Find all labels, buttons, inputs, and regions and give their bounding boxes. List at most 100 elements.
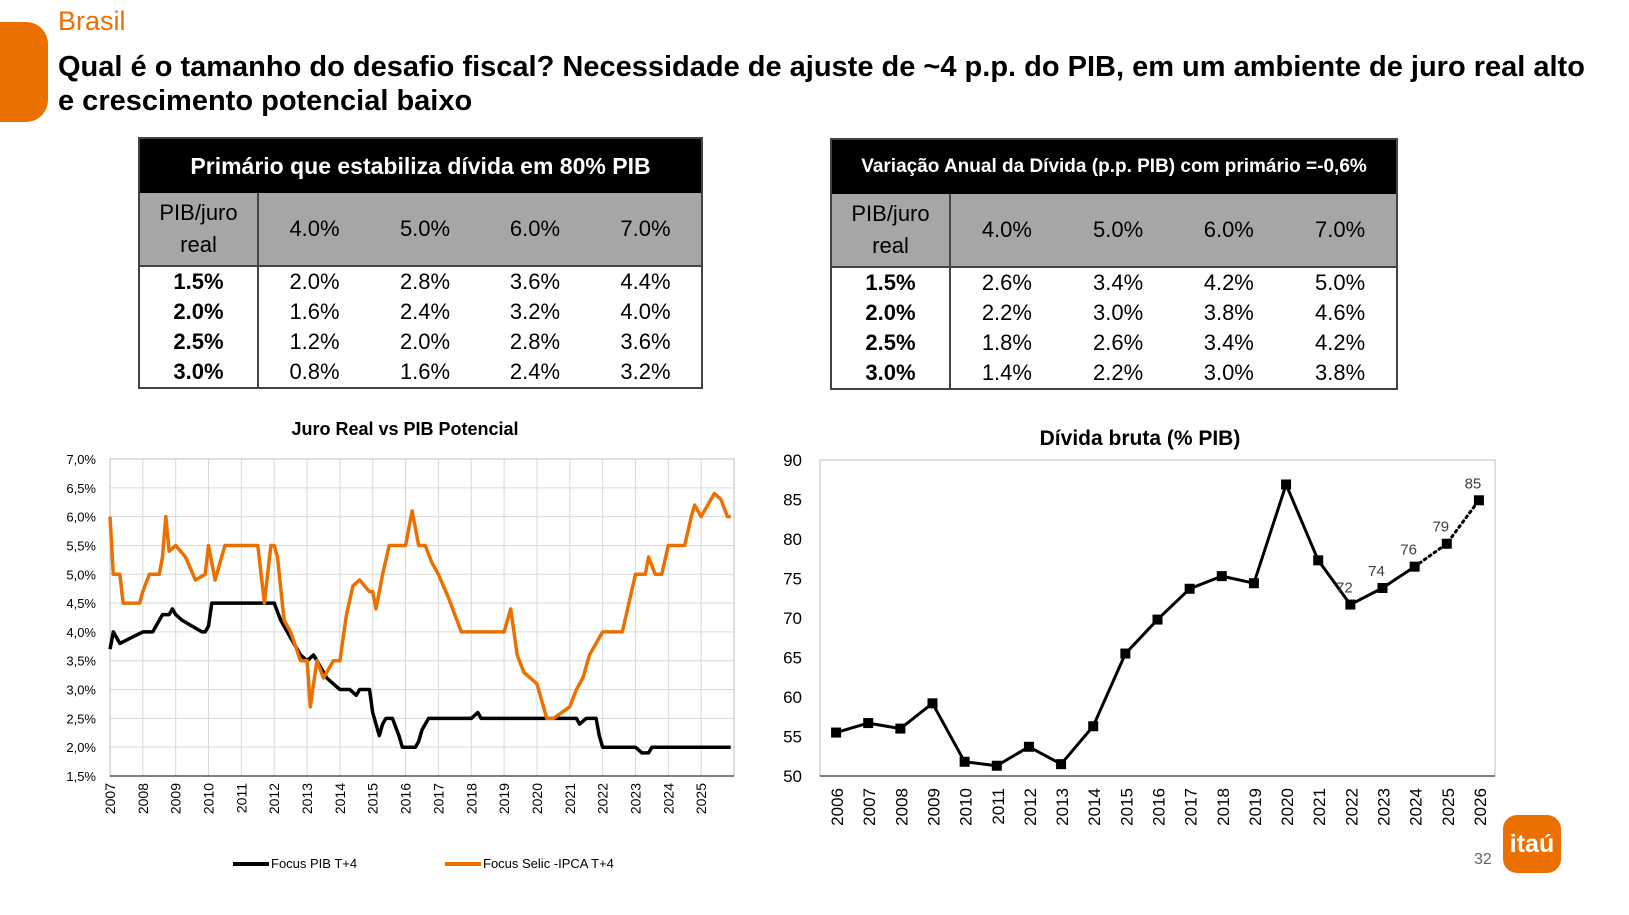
x-tick-label: 2025 [693,783,709,814]
row-header: 2.5% [831,328,951,358]
data-point [895,723,906,734]
table-cell: 4.4% [620,269,671,294]
y-tick-label: 2,5% [66,711,96,726]
column-header: 6.0% [1173,194,1285,267]
table-primario: Primário que estabiliza dívida em 80% PI… [138,137,703,389]
table-cell: 3.8% [1203,300,1254,325]
table-row: 2.5% 1.8% 2.6% 3.4% 4.2% [831,328,1397,358]
table-cell: 3.4% [1093,270,1144,295]
data-point [991,760,1002,771]
series-line-focus-pib [108,601,731,755]
row-header: 1.5% [831,267,951,298]
x-tick-label: 2008 [892,788,911,826]
row-header: 1.5% [139,266,259,297]
x-tick-label: 2019 [1246,788,1265,826]
table-cell: 1.2% [289,329,340,354]
table-cell: 3.0% [1203,360,1254,385]
x-tick-label: 2023 [627,783,643,814]
data-point [1056,759,1067,770]
row-header: 3.0% [831,358,951,389]
table-cell: 2.0% [289,269,340,294]
x-tick-label: 2012 [266,783,282,814]
corner-header: PIB/juro real [139,193,259,266]
x-tick-label: 2020 [1278,788,1297,826]
chart-juro-real-vs-pib: 1,5% 2,0% 2,5% 3,0% 3,5% 4,0% 4,5% 5,0% 5,5% 6,0%… [66,452,735,814]
chart-title-juro-real: Juro Real vs PIB Potencial [291,419,519,439]
data-point [1409,561,1420,572]
row-header: 2.0% [831,298,951,328]
y-tick-label: 4,0% [66,625,96,640]
x-tick-label: 2014 [332,783,348,814]
page-number: 32 [1474,851,1492,868]
table-cell: 4.0% [620,299,671,324]
y-tick-label: 80 [783,530,802,549]
y-tick-label: 7,0% [66,452,96,467]
x-tick-label: 2015 [1117,788,1136,826]
x-tick-label: 2023 [1375,788,1394,826]
data-point [1473,495,1484,506]
data-point [1377,582,1388,593]
table-cell: 2.8% [509,329,561,354]
table-cell: 3.6% [509,269,561,294]
y-tick-label: 6,0% [66,510,96,525]
legend-item-focus-pib: Focus PIB T+4 [233,856,357,871]
table-cell: 2.4% [399,299,451,324]
x-tick-label: 2024 [1407,788,1426,826]
x-tick-label: 2006 [828,788,847,826]
column-header: 7.0% [1284,194,1397,267]
y-tick-label: 4,5% [66,596,96,611]
table-cell: 1.6% [399,359,451,384]
x-tick-label: 2016 [398,783,414,814]
x-tick-label: 2021 [562,783,578,814]
table-variacao-divida: Variação Anual da Dívida (p.p. PIB) com … [830,138,1398,390]
data-point [1088,721,1099,732]
x-tick-label: 2015 [365,783,381,814]
data-point [959,756,970,767]
table-cell: 4.2% [1203,270,1254,295]
data-point [927,698,938,709]
table-cell: 2.2% [981,300,1032,325]
table-row: 2.5% 1.2% 2.0% 2.8% 3.6% [139,327,702,357]
data-point [1120,648,1131,659]
column-header: 5.0% [1062,194,1174,267]
table-cell: 3.6% [620,329,671,354]
x-tick-label: 2007 [860,788,879,826]
data-point [1248,578,1259,589]
data-point [1313,555,1324,566]
table-cell: 2.8% [399,269,451,294]
x-tick-label: 2012 [1021,788,1040,826]
x-tick-label: 2022 [595,783,611,814]
table-cell: 2.6% [981,270,1032,295]
data-label: 85 [1465,475,1482,492]
table-cell: 4.2% [1314,330,1366,355]
table-row: 2.0% 1.6% 2.4% 3.2% 4.0% [139,297,702,327]
table-cell: 3.0% [1093,300,1144,325]
x-tick-label: 2022 [1342,788,1361,826]
itau-logo: itaú [1503,815,1561,873]
data-point [863,718,874,729]
table-cell: 1.4% [981,360,1032,385]
table-row: 3.0% 0.8% 1.6% 2.4% 3.2% [139,357,702,388]
x-tick-label: 2024 [660,783,676,814]
x-tick-label: 2017 [1182,788,1201,826]
legend-swatch-focus-pib [233,861,269,866]
y-tick-label: 75 [783,570,802,589]
x-tick-label: 2017 [430,783,446,814]
x-tick-label: 2010 [201,783,217,814]
column-header: 6.0% [479,193,590,266]
column-header: 4.0% [258,193,371,266]
table-cell: 3.2% [620,359,671,384]
x-tick-label: 2014 [1085,788,1104,826]
row-header: 3.0% [139,357,259,388]
chart-divida-bruta: 50 55 60 65 70 75 80 85 90 2006 2007 2008 2009 2010 20… [783,451,1496,826]
x-tick-label: 2010 [957,788,976,826]
data-point [1152,614,1163,625]
row-header: 2.5% [139,327,259,357]
data-point [1023,741,1034,752]
data-point [1345,599,1356,610]
table-cell: 4.6% [1314,300,1366,325]
data-label: 79 [1432,519,1449,536]
table-cell: 2.6% [1093,330,1144,355]
legend-swatch-focus-selic [445,861,481,866]
y-tick-label: 3,5% [66,654,96,669]
